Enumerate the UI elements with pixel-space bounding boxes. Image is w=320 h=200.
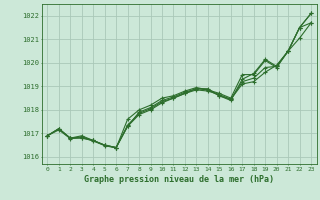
X-axis label: Graphe pression niveau de la mer (hPa): Graphe pression niveau de la mer (hPa) <box>84 175 274 184</box>
